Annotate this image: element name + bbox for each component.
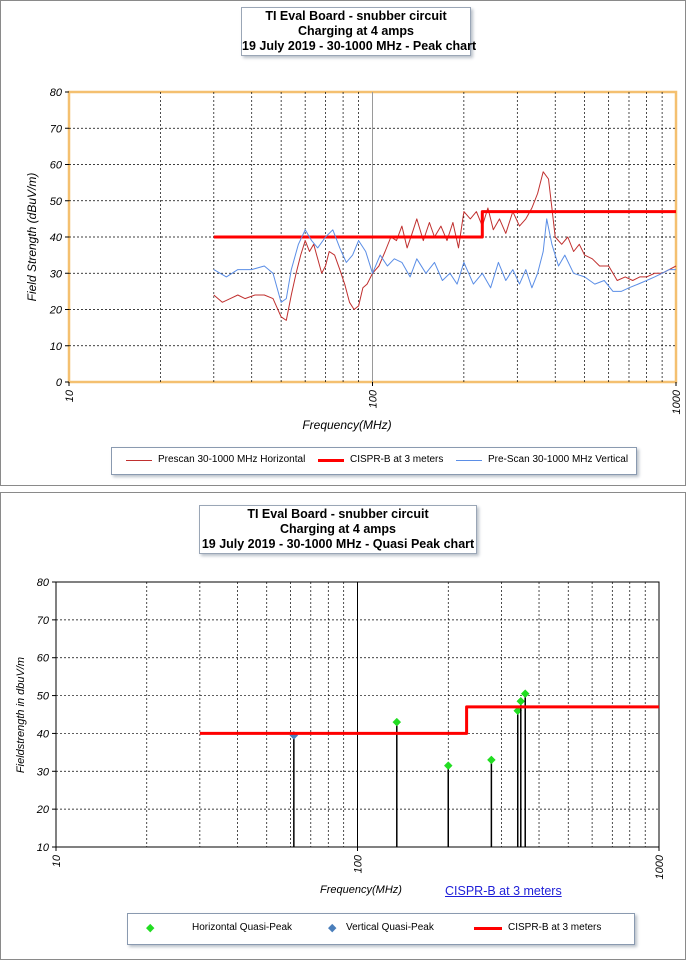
x-tick-label: 10 bbox=[51, 854, 63, 867]
legend-swatch-cispr bbox=[318, 459, 344, 462]
qp-chart-svg: 10 20 30 40 50 60 70 80 10 100 1000 Fieldstrength … bbox=[15, 577, 666, 896]
legend-swatch-horizontal bbox=[126, 460, 152, 461]
x-tick-label: 100 bbox=[353, 854, 365, 873]
qp-y-axis-label: Fieldstrength in dbuV/m bbox=[15, 657, 27, 773]
peak-title-line-3: 19 July 2019 - 30-1000 MHz - Peak chart bbox=[242, 39, 477, 53]
y-tick-label: 40 bbox=[37, 728, 50, 740]
qp-x-axis-label: Frequency(MHz) bbox=[320, 884, 402, 896]
peak-chart-title: TI Eval Board - snubber circuit Charging… bbox=[241, 7, 477, 56]
qp-title-line-2: Charging at 4 amps bbox=[280, 522, 396, 536]
x-tick-label: 10 bbox=[64, 389, 76, 402]
qp-title-line-1: TI Eval Board - snubber circuit bbox=[247, 507, 429, 521]
y-tick-label: 60 bbox=[37, 653, 50, 665]
y-tick-label: 30 bbox=[37, 766, 50, 778]
qp-chart-title: TI Eval Board - snubber circuit Charging… bbox=[199, 505, 477, 554]
y-tick-label: 70 bbox=[37, 615, 50, 627]
series-line-cispr-b-at-3-meters bbox=[213, 210, 676, 239]
qp-marker-horizontal-quasi-peak bbox=[516, 696, 526, 706]
legend-label-vertical-qp: Vertical Quasi-Peak bbox=[346, 922, 434, 933]
qp-marker-horizontal-quasi-peak bbox=[392, 717, 402, 727]
series-line-cispr-b-at-3-meters bbox=[199, 705, 659, 735]
qp-marker-horizontal-quasi-peak bbox=[443, 761, 453, 770]
legend-label-cispr: CISPR-B at 3 meters bbox=[350, 454, 444, 465]
quasi-peak-chart-panel: TI Eval Board - snubber circuit Charging… bbox=[0, 492, 686, 960]
y-tick-label: 40 bbox=[50, 232, 63, 244]
y-tick-label: 50 bbox=[37, 691, 50, 703]
legend-swatch-vertical bbox=[456, 460, 482, 461]
legend-marker-horizontal-qp: ◆ bbox=[146, 922, 155, 934]
qp-legend: ◆ Horizontal Quasi-Peak ◆ Vertical Quasi… bbox=[127, 913, 635, 945]
series-line-pre-scan-30-1000-mhz-vertical bbox=[213, 218, 676, 303]
x-tick-label: 100 bbox=[368, 389, 380, 408]
y-tick-label: 60 bbox=[50, 160, 63, 172]
peak-x-axis-label: Frequency(MHz) bbox=[302, 418, 391, 432]
x-tick-label: 1000 bbox=[654, 854, 666, 879]
series-line-prescan-30-1000-mhz-horizontal bbox=[213, 171, 677, 321]
peak-y-axis-label: Field Strength (dBuV/m) bbox=[25, 173, 39, 302]
y-tick-label: 80 bbox=[37, 577, 50, 589]
legend-label-cispr-qp: CISPR-B at 3 meters bbox=[508, 922, 602, 933]
peak-title-line-2: Charging at 4 amps bbox=[298, 24, 414, 38]
legend-label-horizontal-qp: Horizontal Quasi-Peak bbox=[192, 922, 293, 933]
y-tick-label: 10 bbox=[50, 341, 63, 353]
y-tick-label: 0 bbox=[56, 377, 63, 389]
y-tick-label: 50 bbox=[50, 196, 63, 208]
peak-chart-panel: TI Eval Board - snubber circuit Charging… bbox=[0, 0, 686, 486]
y-tick-label: 10 bbox=[37, 842, 50, 854]
y-tick-label: 20 bbox=[49, 305, 63, 317]
legend-label-horizontal: Prescan 30-1000 MHz Horizontal bbox=[158, 454, 306, 465]
y-tick-label: 20 bbox=[36, 804, 50, 816]
legend-marker-vertical-qp: ◆ bbox=[328, 922, 337, 934]
y-tick-label: 80 bbox=[50, 87, 63, 99]
cispr-note-link[interactable]: CISPR-B at 3 meters bbox=[445, 884, 562, 898]
qp-marker-horizontal-quasi-peak bbox=[520, 689, 530, 699]
peak-title-line-1: TI Eval Board - snubber circuit bbox=[265, 9, 447, 23]
qp-marker-horizontal-quasi-peak bbox=[487, 755, 496, 765]
legend-swatch-cispr-qp bbox=[474, 927, 502, 930]
peak-legend: Prescan 30-1000 MHz Horizontal CISPR-B a… bbox=[111, 447, 637, 475]
y-tick-label: 30 bbox=[50, 268, 63, 280]
x-tick-label: 1000 bbox=[671, 389, 683, 414]
qp-title-line-3: 19 July 2019 - 30-1000 MHz - Quasi Peak … bbox=[201, 537, 475, 551]
y-tick-label: 70 bbox=[50, 123, 63, 135]
legend-label-vertical: Pre-Scan 30-1000 MHz Vertical bbox=[488, 454, 629, 465]
